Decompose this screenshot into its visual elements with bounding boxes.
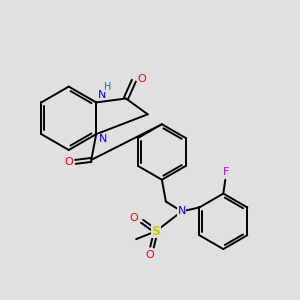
Text: N: N (178, 206, 186, 216)
Text: O: O (137, 74, 146, 84)
Text: N: N (98, 89, 106, 100)
Text: S: S (152, 225, 160, 238)
Text: N: N (99, 134, 107, 144)
Text: O: O (64, 157, 73, 167)
Text: O: O (146, 250, 154, 260)
Text: O: O (130, 213, 139, 224)
Text: H: H (104, 82, 112, 92)
Text: F: F (223, 167, 230, 177)
